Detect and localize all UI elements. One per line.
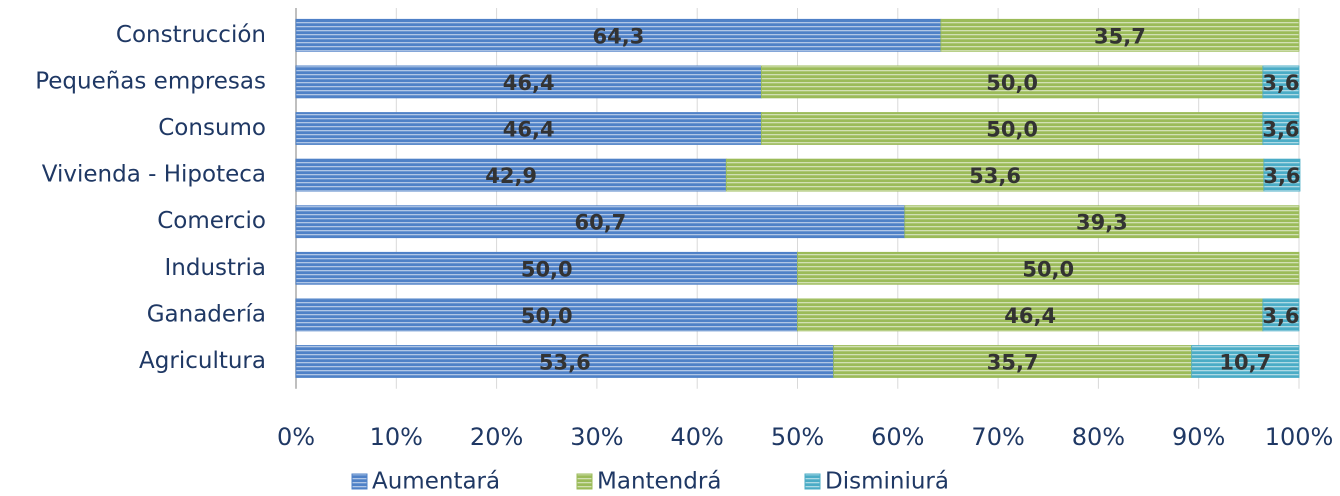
- bar-segment: [295, 205, 906, 239]
- value-label: 10,7: [1219, 351, 1271, 375]
- bar-segment: [797, 298, 1264, 332]
- legend-label: Disminiurá: [825, 469, 949, 495]
- x-tick-label: 60%: [871, 423, 924, 451]
- bar-segment: [760, 65, 1264, 99]
- value-label: 3,6: [1263, 164, 1300, 188]
- bar-segment: [1262, 298, 1300, 332]
- bar-segment: [1262, 112, 1300, 145]
- x-tick-label: 80%: [1072, 423, 1125, 451]
- value-label: 50,0: [521, 257, 573, 281]
- bar-segment: [940, 18, 1300, 52]
- value-label: 64,3: [593, 24, 645, 48]
- value-label: 53,6: [539, 351, 591, 375]
- category-label: Ganadería: [147, 301, 266, 327]
- legend-swatch: [351, 473, 368, 490]
- bar-segment: [1191, 345, 1300, 378]
- x-tick-label: 100%: [1265, 423, 1334, 451]
- value-label: 35,7: [1094, 24, 1146, 48]
- category-label: Construcción: [116, 22, 266, 48]
- bar-segment: [797, 251, 1300, 285]
- value-label: 3,6: [1262, 304, 1299, 328]
- bar-segment: [833, 345, 1193, 378]
- bar-segment: [760, 112, 1264, 145]
- value-label: 35,7: [987, 351, 1039, 375]
- value-label: 42,9: [485, 164, 537, 188]
- legend-label: Aumentará: [372, 469, 500, 495]
- x-tick-label: 10%: [370, 423, 423, 451]
- legend-swatch: [576, 473, 593, 490]
- legend-swatch: [804, 473, 821, 490]
- bar-segment: [295, 251, 798, 285]
- value-label: 46,4: [503, 118, 555, 142]
- bar-segment: [725, 158, 1265, 192]
- x-tick-label: 90%: [1172, 423, 1225, 451]
- value-label: 46,4: [1004, 304, 1056, 328]
- bar-segment: [1262, 65, 1300, 99]
- value-label: 39,3: [1076, 211, 1128, 235]
- x-tick-label: 50%: [771, 423, 824, 451]
- category-label: Pequeñas empresas: [35, 68, 266, 94]
- value-label: 3,6: [1262, 71, 1299, 95]
- value-label: 3,6: [1262, 118, 1299, 142]
- x-tick-label: 70%: [971, 423, 1024, 451]
- value-label: 53,6: [969, 164, 1021, 188]
- bar-segment: [295, 158, 727, 192]
- bar-segment: [295, 298, 798, 332]
- category-label: Agricultura: [139, 348, 266, 374]
- value-label: 50,0: [521, 304, 573, 328]
- x-tick-label: 40%: [671, 423, 724, 451]
- bar-segment: [295, 65, 762, 99]
- bar-segment: [1263, 158, 1301, 192]
- category-label: Comercio: [157, 208, 266, 234]
- x-tick-label: 20%: [470, 423, 523, 451]
- category-label: Consumo: [158, 115, 266, 141]
- category-label: Vivienda - Hipoteca: [42, 162, 266, 188]
- bar-segment: [295, 18, 942, 52]
- x-tick-label: 0%: [277, 423, 315, 451]
- value-label: 50,0: [986, 118, 1038, 142]
- category-label: Industria: [165, 255, 266, 281]
- value-label: 50,0: [986, 71, 1038, 95]
- legend-label: Mantendrá: [597, 469, 721, 495]
- x-tick-label: 30%: [570, 423, 623, 451]
- bar-segment: [904, 205, 1300, 239]
- bar-segment: [295, 112, 762, 145]
- value-label: 46,4: [503, 71, 555, 95]
- value-label: 50,0: [1022, 257, 1074, 281]
- value-label: 60,7: [574, 211, 626, 235]
